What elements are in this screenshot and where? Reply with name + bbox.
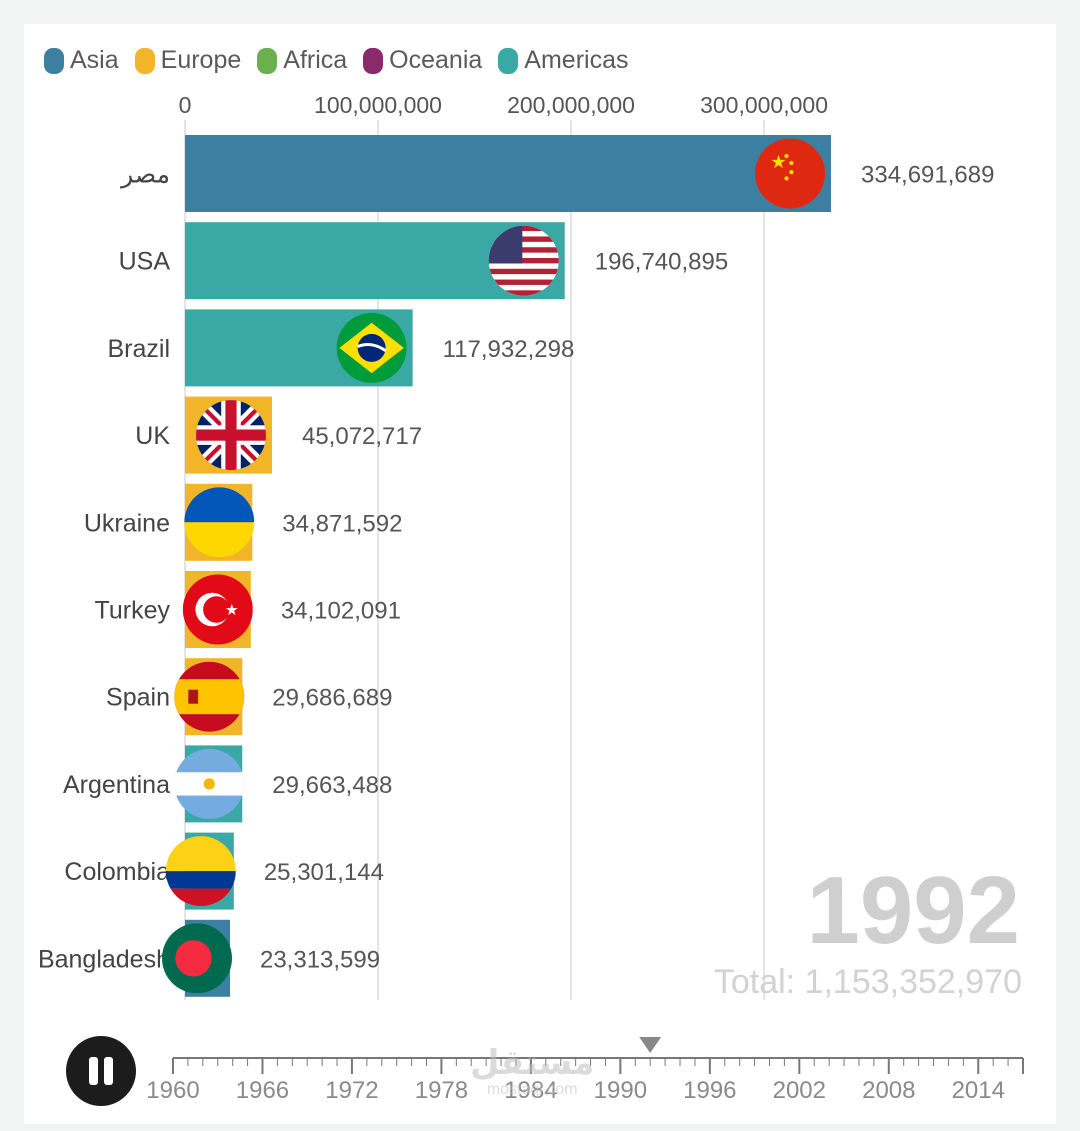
timeline-tick-label: 2002: [773, 1077, 826, 1104]
legend-swatch: [363, 47, 384, 74]
usa-flag-icon: [488, 225, 559, 296]
ukraine-flag-icon: [184, 487, 255, 558]
pause-button[interactable]: [66, 1036, 136, 1106]
timeline-tick-label: 1960: [146, 1077, 199, 1104]
pause-icon: [89, 1057, 98, 1085]
legend-item-oceania[interactable]: Oceania: [363, 46, 482, 75]
timeline-tick-label: 2008: [862, 1077, 915, 1104]
timeline-tick-label: 1996: [683, 1077, 736, 1104]
bar-row: Colombia 25,301,144: [64, 832, 384, 910]
timeline-tick-label: 1966: [236, 1077, 289, 1104]
legend-item-americas[interactable]: Americas: [498, 46, 628, 75]
bar-row: Turkey ★ 34,102,091: [95, 571, 401, 648]
watermark: مستقل mostaql.com: [470, 1046, 594, 1098]
x-axis-ticks: 0 100,000,000 200,000,000 300,000,000: [179, 92, 828, 118]
timeline-handle[interactable]: [639, 1037, 662, 1053]
timeline-tick-label: 1990: [594, 1077, 647, 1104]
value-label: 29,686,689: [272, 685, 392, 712]
china-flag-icon: ★: [755, 138, 825, 209]
legend-item-africa[interactable]: Africa: [257, 46, 347, 75]
legend-label: Oceania: [389, 46, 483, 74]
value-label: 117,932,298: [443, 336, 575, 363]
category-label: Spain: [106, 684, 170, 712]
uk-flag-icon: [195, 400, 266, 471]
legend-label: Americas: [524, 46, 629, 74]
bar-row: Bangladesh 23,313,599: [38, 919, 380, 997]
legend-label: Europe: [160, 46, 242, 74]
value-label: 334,691,689: [861, 162, 994, 189]
year-label: 1992: [806, 857, 1020, 964]
bar-row: Ukraine 34,871,592: [84, 483, 402, 561]
category-label: Colombia: [64, 858, 170, 886]
x-tick-label: 100,000,000: [314, 92, 442, 118]
x-tick-label: 300,000,000: [700, 92, 828, 118]
legend-label: Asia: [70, 46, 119, 74]
turkey-flag-icon: ★: [182, 574, 253, 645]
colombia-flag-icon: [165, 836, 236, 907]
bar: [185, 135, 831, 212]
x-tick-label: 0: [179, 92, 192, 118]
bar-row: مصر ★ 334,691,689: [119, 135, 994, 212]
category-label: USA: [119, 248, 171, 276]
category-label: Ukraine: [84, 509, 170, 537]
category-label: Turkey: [95, 597, 171, 625]
legend-swatch: [134, 47, 155, 74]
watermark-latin: mostaql.com: [486, 1081, 578, 1098]
timeline-tick-label: 1972: [325, 1077, 378, 1104]
value-label: 23,313,599: [260, 946, 380, 973]
legend-item-europe[interactable]: Europe: [134, 46, 242, 75]
bar-row: UK 45,072,717: [135, 396, 422, 474]
svg-text:★: ★: [770, 152, 786, 172]
value-label: 196,740,895: [595, 249, 728, 276]
legend-label: Africa: [283, 46, 348, 74]
bar-row: Spain 29,686,689: [106, 658, 392, 736]
x-tick-label: 200,000,000: [507, 92, 635, 118]
timeline-tick-label: 1978: [415, 1077, 468, 1104]
timeline-tick-label: 1984: [504, 1077, 557, 1104]
category-label: Argentina: [63, 771, 170, 799]
legend: Asia Europe Africa Oceania Americas: [44, 46, 628, 75]
legend-swatch: [498, 47, 519, 74]
bangladesh-flag-icon: [161, 923, 232, 994]
value-label: 45,072,717: [302, 423, 422, 450]
brazil-flag-icon: [336, 312, 407, 383]
svg-text:★: ★: [225, 602, 239, 619]
bar-row: Brazil 117,932,298: [107, 309, 575, 387]
value-label: 29,663,488: [272, 772, 392, 799]
category-label: مصر: [119, 161, 170, 189]
total-label: Total: 1,153,352,970: [714, 963, 1022, 1001]
argentina-flag-icon: [174, 748, 245, 819]
watermark-arabic: مستقل: [470, 1044, 595, 1082]
value-label: 34,871,592: [282, 510, 402, 537]
timeline-tick-label: 2014: [952, 1077, 1005, 1104]
timeline-slider[interactable]: 1960 1966 1972 1978 1984 1990 1996 2002 2008 2014: [146, 1037, 1024, 1104]
category-label: UK: [135, 422, 170, 450]
bar-row: Argentina 29,663,488: [63, 745, 392, 823]
category-label: Bangladesh: [38, 945, 170, 973]
bars: مصر ★ 334,691,689 USA 196,740,895 Brazil 117,9…: [38, 135, 994, 997]
category-label: Brazil: [107, 335, 170, 363]
spain-flag-icon: [174, 661, 245, 732]
value-label: 34,102,091: [281, 598, 401, 625]
legend-swatch: [44, 47, 64, 74]
legend-swatch: [257, 47, 278, 74]
value-label: 25,301,144: [264, 859, 384, 886]
bar-row: USA 196,740,895: [119, 222, 728, 300]
legend-item-asia[interactable]: Asia: [44, 46, 119, 75]
